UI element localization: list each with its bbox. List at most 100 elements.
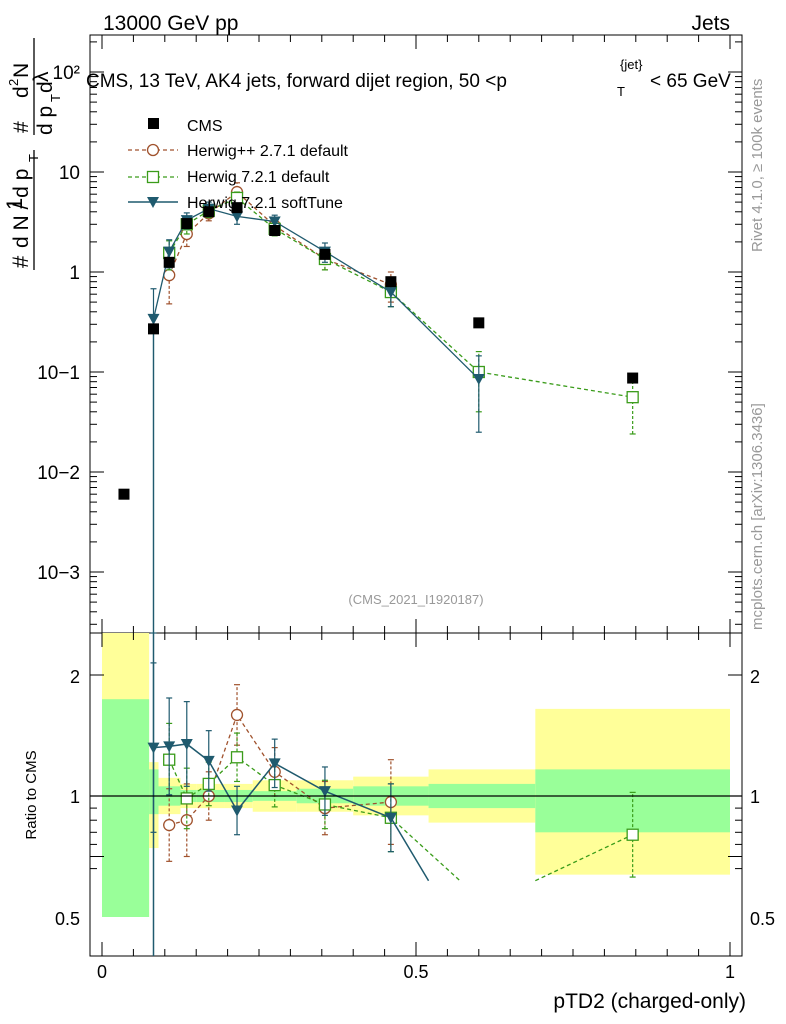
legend-label-herwigpp: Herwig++ 2.7.1 default (187, 143, 349, 160)
ratio-y-tick-labels: 0.5 1 2 0.5 1 2 (55, 667, 775, 929)
rivet-version-label: Rivet 4.1.0, ≥ 100k events (749, 79, 766, 252)
ratio-herwigpp-point (163, 818, 176, 832)
main-series-3 (147, 201, 485, 634)
ratio-h7soft-point (163, 741, 176, 753)
main-ytick-label: 1 (69, 263, 80, 284)
h7soft-point (163, 246, 176, 258)
cms-data-point (163, 256, 175, 268)
cms-data-point (627, 372, 639, 384)
main-series-0 (118, 202, 639, 500)
ratio-herwigpp-point (230, 708, 244, 722)
legend-label-h7soft: Herwig 7.2.1 softTune (187, 195, 343, 212)
header-energy: 13000 GeV pp (103, 12, 238, 35)
cms-data-point (118, 488, 130, 500)
ratio-series-layer (147, 633, 639, 956)
main-ytick-label: 10−2 (37, 463, 80, 484)
ratio-ytick-left-0.5: 0.5 (55, 909, 80, 929)
ratio-ytick-left-1: 1 (70, 787, 80, 807)
cms-data-point (147, 323, 159, 335)
legend-label-cms: CMS (187, 118, 223, 135)
legend-item-herwigpp: Herwig++ 2.7.1 default (128, 143, 349, 160)
xtick-0: 0 (97, 962, 107, 982)
cms-data-point (231, 202, 243, 214)
ratio-h7soft-point (202, 755, 215, 767)
ratio-h7soft-point (180, 738, 193, 750)
herwigpp-point (163, 269, 176, 282)
ratio-series-line (168, 756, 461, 882)
ratio-ytick-right-1: 1 (750, 787, 760, 807)
ratio-series-0 (163, 684, 398, 862)
cms-data-point (203, 206, 215, 218)
legend-marker-h7default (146, 170, 160, 184)
main-series-2 (163, 191, 639, 435)
main-ytick-label: 10 (59, 163, 80, 184)
svg-text:1: 1 (2, 198, 27, 210)
ratio-inner-band (102, 699, 150, 917)
ratio-h7default-point (180, 792, 193, 805)
x-tick-labels: 0 0.5 1 (97, 962, 735, 982)
main-ytick-label: 10−1 (37, 363, 80, 384)
legend: CMS Herwig++ 2.7.1 default Herwig 7.2.1 … (128, 118, 349, 212)
ratio-series-2 (147, 633, 430, 956)
ratio-h7soft-point (268, 758, 281, 770)
svg-text:2: 2 (6, 79, 21, 86)
main-series-layer (118, 182, 639, 634)
legend-item-h7default: Herwig 7.2.1 default (128, 169, 330, 186)
ratio-h7soft-point (147, 742, 160, 754)
title-superscript: {jet} (620, 57, 643, 72)
ratio-h7soft-point (231, 805, 244, 817)
ratio-h7default-point (626, 828, 639, 841)
legend-label-h7default: Herwig 7.2.1 default (187, 169, 330, 186)
main-y-axis-label: # d N / d p T 1 # d p T d λ d 2 N (2, 38, 63, 270)
cms-data-point (473, 317, 485, 329)
xtick-1: 1 (725, 962, 735, 982)
svg-text:T: T (48, 94, 63, 102)
main-y-tick-labels: 10−3 10−2 10−1 1 10 10² (37, 63, 80, 584)
h7default-point (626, 391, 639, 404)
legend-marker-herwigpp (146, 143, 160, 157)
xtick-0.5: 0.5 (403, 962, 428, 982)
h7soft-point (268, 216, 281, 228)
ratio-h7soft-point (318, 786, 331, 798)
h7soft-point (472, 374, 485, 386)
svg-text:#: # (10, 121, 33, 133)
title-subscript: T (617, 84, 625, 99)
svg-text:d p: d p (34, 106, 57, 135)
h7soft-point (147, 313, 160, 325)
cms-data-point (319, 248, 331, 260)
ratio-h7soft-point (384, 812, 397, 824)
ratio-axis-ticks (90, 633, 742, 956)
title-suffix: < 65 GeV (650, 71, 731, 92)
ratio-y-axis-label: Ratio to CMS (23, 750, 40, 839)
title-main: CMS, 13 TeV, AK4 jets, forward dijet reg… (86, 71, 507, 92)
main-ytick-label: 10−3 (37, 563, 80, 584)
x-axis-label: pTD2 (charged-only) (553, 990, 746, 1013)
ratio-uncertainty-bands (102, 633, 730, 917)
main-series-line (168, 197, 633, 398)
cms-data-point (385, 276, 397, 288)
legend-item-h7soft: Herwig 7.2.1 softTune (128, 195, 343, 212)
mcplots-label: mcplots.cern.ch [arXiv:1306.3436] (749, 403, 766, 630)
ratio-ytick-right-0.5: 0.5 (750, 909, 775, 929)
plot-title: CMS, 13 TeV, AK4 jets, forward dijet reg… (86, 57, 731, 99)
legend-item-cms: CMS (148, 118, 223, 135)
main-ytick-label: 10² (53, 63, 80, 84)
ratio-ytick-left-2: 2 (70, 667, 80, 687)
svg-text:d: d (34, 81, 57, 93)
svg-text:#: # (8, 255, 33, 268)
svg-text:d N / d p: d N / d p (10, 169, 33, 248)
svg-text:N: N (10, 63, 33, 78)
svg-text:d: d (10, 86, 33, 98)
h7soft-point (231, 211, 244, 223)
cms-data-point (181, 218, 193, 230)
cms-data-point (269, 225, 281, 237)
svg-text:λ: λ (30, 71, 53, 82)
header-jets: Jets (691, 12, 730, 35)
main-axis-ticks (90, 35, 742, 633)
ratio-h7default-point (230, 751, 244, 764)
analysis-watermark: (CMS_2021_I1920187) (348, 592, 483, 607)
legend-marker-h7soft (147, 197, 159, 208)
ratio-series-line (535, 834, 633, 882)
h7soft-point (384, 287, 397, 299)
